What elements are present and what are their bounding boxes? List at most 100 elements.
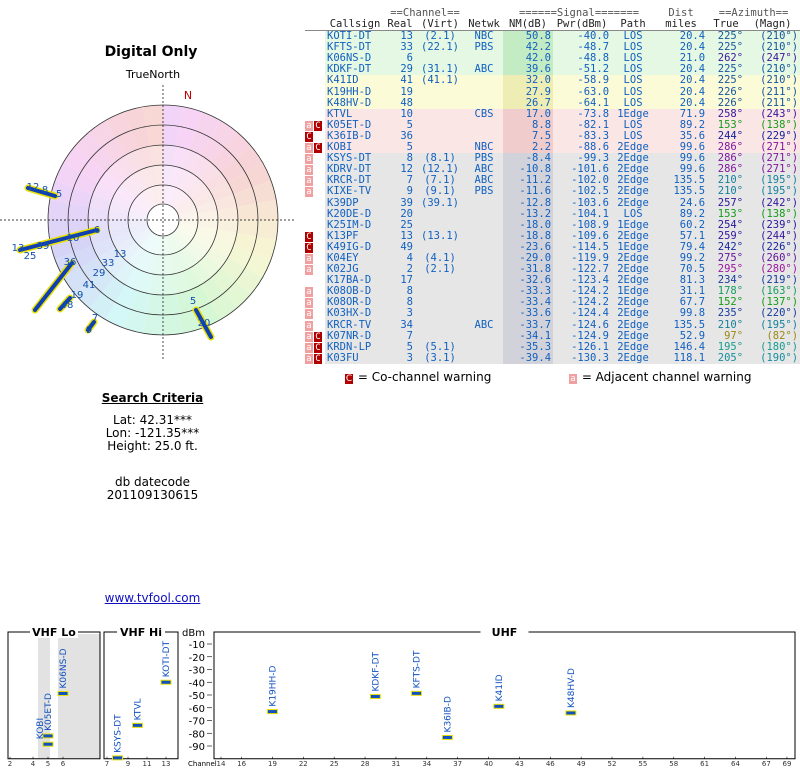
table-cell: 225° [717,75,744,87]
x-tick-label: 67 [762,760,771,768]
station-label: 7 [92,313,98,324]
table-cell: -33.7 [503,319,554,331]
station-marker [42,741,54,747]
table-cell: (12.1) [421,164,459,176]
table-cell: -13.2 [503,208,554,220]
table-cell [465,131,503,142]
station-label: 25 [24,251,37,262]
station-row: a KRCR-DT 7 (7.1) ABC -11.2 -102.0 2Edge 135.5 21… [305,175,800,187]
warning-mark: C [305,131,313,142]
table-cell: 13 [400,230,413,242]
table-cell: 3 [406,308,413,320]
x-tick-label: 6 [61,760,66,768]
station-row: a KDRV-DT 12 (12.1) ABC -10.8 -101.6 2Edge 99.6 2… [305,164,800,176]
table-cell: 286° [717,164,744,176]
table-cell: 8.8 [503,119,554,131]
warning-cell: a [305,252,325,265]
search-height: Height: 25.0 ft. [107,439,198,453]
table-cell [465,275,503,286]
table-cell: K08OR-D [327,297,372,309]
group-label: ======Signal======= [518,8,640,19]
site-link[interactable]: www.tvfool.com [104,591,201,605]
station-label: 13 [12,243,25,254]
band-shade [38,634,50,758]
station-marker [132,722,143,728]
x-tick-label: 55 [638,760,647,768]
x-tick-label: 31 [391,760,400,768]
table-cell: (195°) [760,186,799,198]
x-tick-label: 19 [268,760,277,768]
polar-wedge [105,111,163,220]
table-cell: (229°) [760,130,799,142]
table-cell: 2Edge [617,275,649,287]
x-axis-label: Channel [188,760,217,768]
station-label: 6 [94,225,100,236]
table-cell: -35.3 [503,341,554,353]
table-cell: 262° [717,53,744,65]
station-marker [565,710,577,716]
warning-mark: C [305,231,313,242]
table-cell: 2Edge [617,164,649,176]
table-cell: -33.3 [503,286,554,298]
x-tick-label: 58 [669,760,678,768]
station-name: KFTS-DT [413,650,423,688]
station-marker [493,703,505,709]
table-cell: 2Edge [617,153,649,165]
table-cell: 2Edge [617,319,649,331]
warning-mark: C [314,331,322,342]
warning-mark: a [305,187,313,198]
table-cell: -33.4 [503,297,554,309]
table-cell: K48HV-D [327,97,372,109]
warning-cell: a [305,319,325,331]
column-label: Real [385,19,415,32]
table-cell: (211°) [760,97,799,109]
table-cell: 99.6 [679,153,706,165]
polar-wedge [163,131,252,220]
warning-cell: C [305,241,325,253]
table-cell [465,353,503,364]
section-label: UHF [492,626,518,639]
table-cell: (195°) [760,319,799,331]
station-row: C K36IB-D 36 7.5 -83.3 LOS 35.6 244° (229°) [305,130,800,143]
station-row: a C K03FU 3 (3.1) -39.4 -130.3 2Edge 118.1 205° (1… [305,352,800,364]
polar-wedge [163,105,183,220]
table-cell: (31.1) [421,64,459,76]
x-tick-label: 52 [608,760,617,768]
table-cell: 2Edge [617,175,649,187]
warning-mark: a [305,120,313,131]
search-lat: Lat: 42.31*** [113,413,192,427]
x-tick-label: 16 [237,760,246,768]
table-cell: (4.1) [424,252,456,264]
warning-mark: a [305,298,313,309]
warning-cell: a [305,297,325,309]
polar-wedge [54,162,163,220]
table-cell [465,98,503,109]
table-cell: -11.6 [503,186,554,198]
table-cell: 39.6 [503,64,554,76]
polar-wedge [163,162,272,220]
table-cell: NBC [474,30,494,43]
table-cell: 24.6 [679,197,706,209]
station-row: KTVL 10 CBS 17.0 -73.8 1Edge 71.9 258° (243°) [305,108,800,120]
section-frame [213,631,796,760]
warning-mark: a [305,265,313,276]
station-row: K41ID 41 (41.1) 32.0 -58.9 LOS 20.4 225° (210°) [305,75,800,87]
table-cell: -122.7 [571,264,610,276]
table-cell [415,53,465,64]
table-cell: 259° [717,230,744,242]
polar-wedge [163,220,203,334]
table-cell: 3 [406,352,413,364]
station-row: a K08OR-D 8 -33.4 -124.2 2Edge 67.7 152° (137°) [305,297,800,309]
table-cell: 49 [400,241,413,253]
section-label-bg [30,626,78,638]
table-cell [465,297,503,308]
table-cell: (226°) [760,241,799,253]
table-cell: 17.0 [503,108,554,120]
polar-wedge [163,220,252,309]
table-cell: 244° [717,130,744,142]
station-row: K17BA-D 17 -32.6 -123.4 2Edge 81.3 234° (219°) [305,275,800,287]
table-cell: 225° [717,64,744,76]
table-cell: 99.6 [679,164,706,176]
table-cell [415,286,465,297]
